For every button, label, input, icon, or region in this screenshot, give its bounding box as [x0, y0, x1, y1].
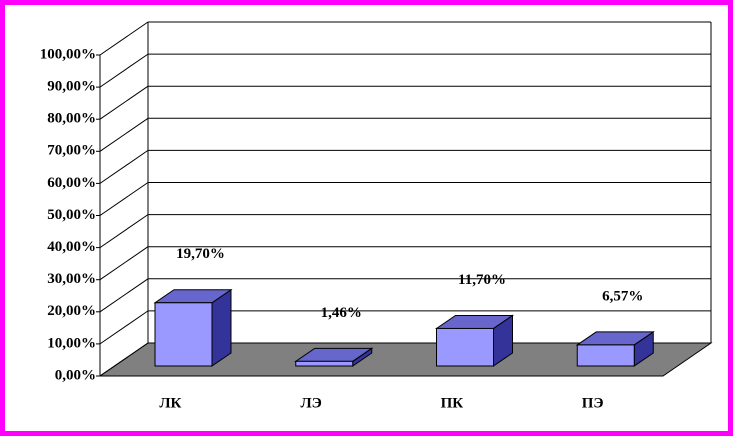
y-tick-label: 20,00% [47, 303, 96, 319]
x-tick-label: ПК [441, 395, 464, 411]
x-tick-label: ЛЭ [300, 395, 321, 411]
grid-diagonal [99, 214, 149, 249]
y-tick-label: 40,00% [47, 239, 96, 255]
y-tick-label: 0,00% [55, 367, 96, 383]
y-tick-label: 30,00% [47, 271, 96, 287]
grid-diagonal [99, 342, 149, 377]
grid-diagonal [99, 53, 149, 88]
x-tick-label: ЛК [159, 395, 181, 411]
bar [436, 327, 494, 367]
grid-diagonal [99, 310, 149, 345]
y-tick-label: 70,00% [47, 143, 96, 159]
value-label: 6,57% [602, 288, 643, 304]
x-tick-label: ПЭ [582, 395, 604, 411]
y-tick-label: 90,00% [47, 79, 96, 95]
grid-diagonal [99, 278, 149, 313]
grid-diagonal [99, 85, 149, 120]
value-label: 11,70% [458, 272, 506, 288]
grid-diagonal [99, 246, 149, 281]
grid-diagonal [99, 117, 149, 152]
grid-diagonal [99, 149, 149, 184]
value-label: 19,70% [176, 246, 225, 262]
y-tick-label: 100,00% [40, 46, 96, 62]
bar [295, 360, 354, 367]
y-tick-label: 50,00% [47, 207, 96, 223]
value-label: 1,46% [321, 305, 362, 321]
y-tick-label: 80,00% [47, 111, 96, 127]
y-tick-label: 60,00% [47, 175, 96, 191]
bar [576, 344, 635, 367]
bar [154, 302, 213, 367]
grid-diagonal [99, 182, 149, 216]
y-tick-label: 10,00% [47, 335, 96, 351]
grid-diagonal [99, 21, 149, 56]
